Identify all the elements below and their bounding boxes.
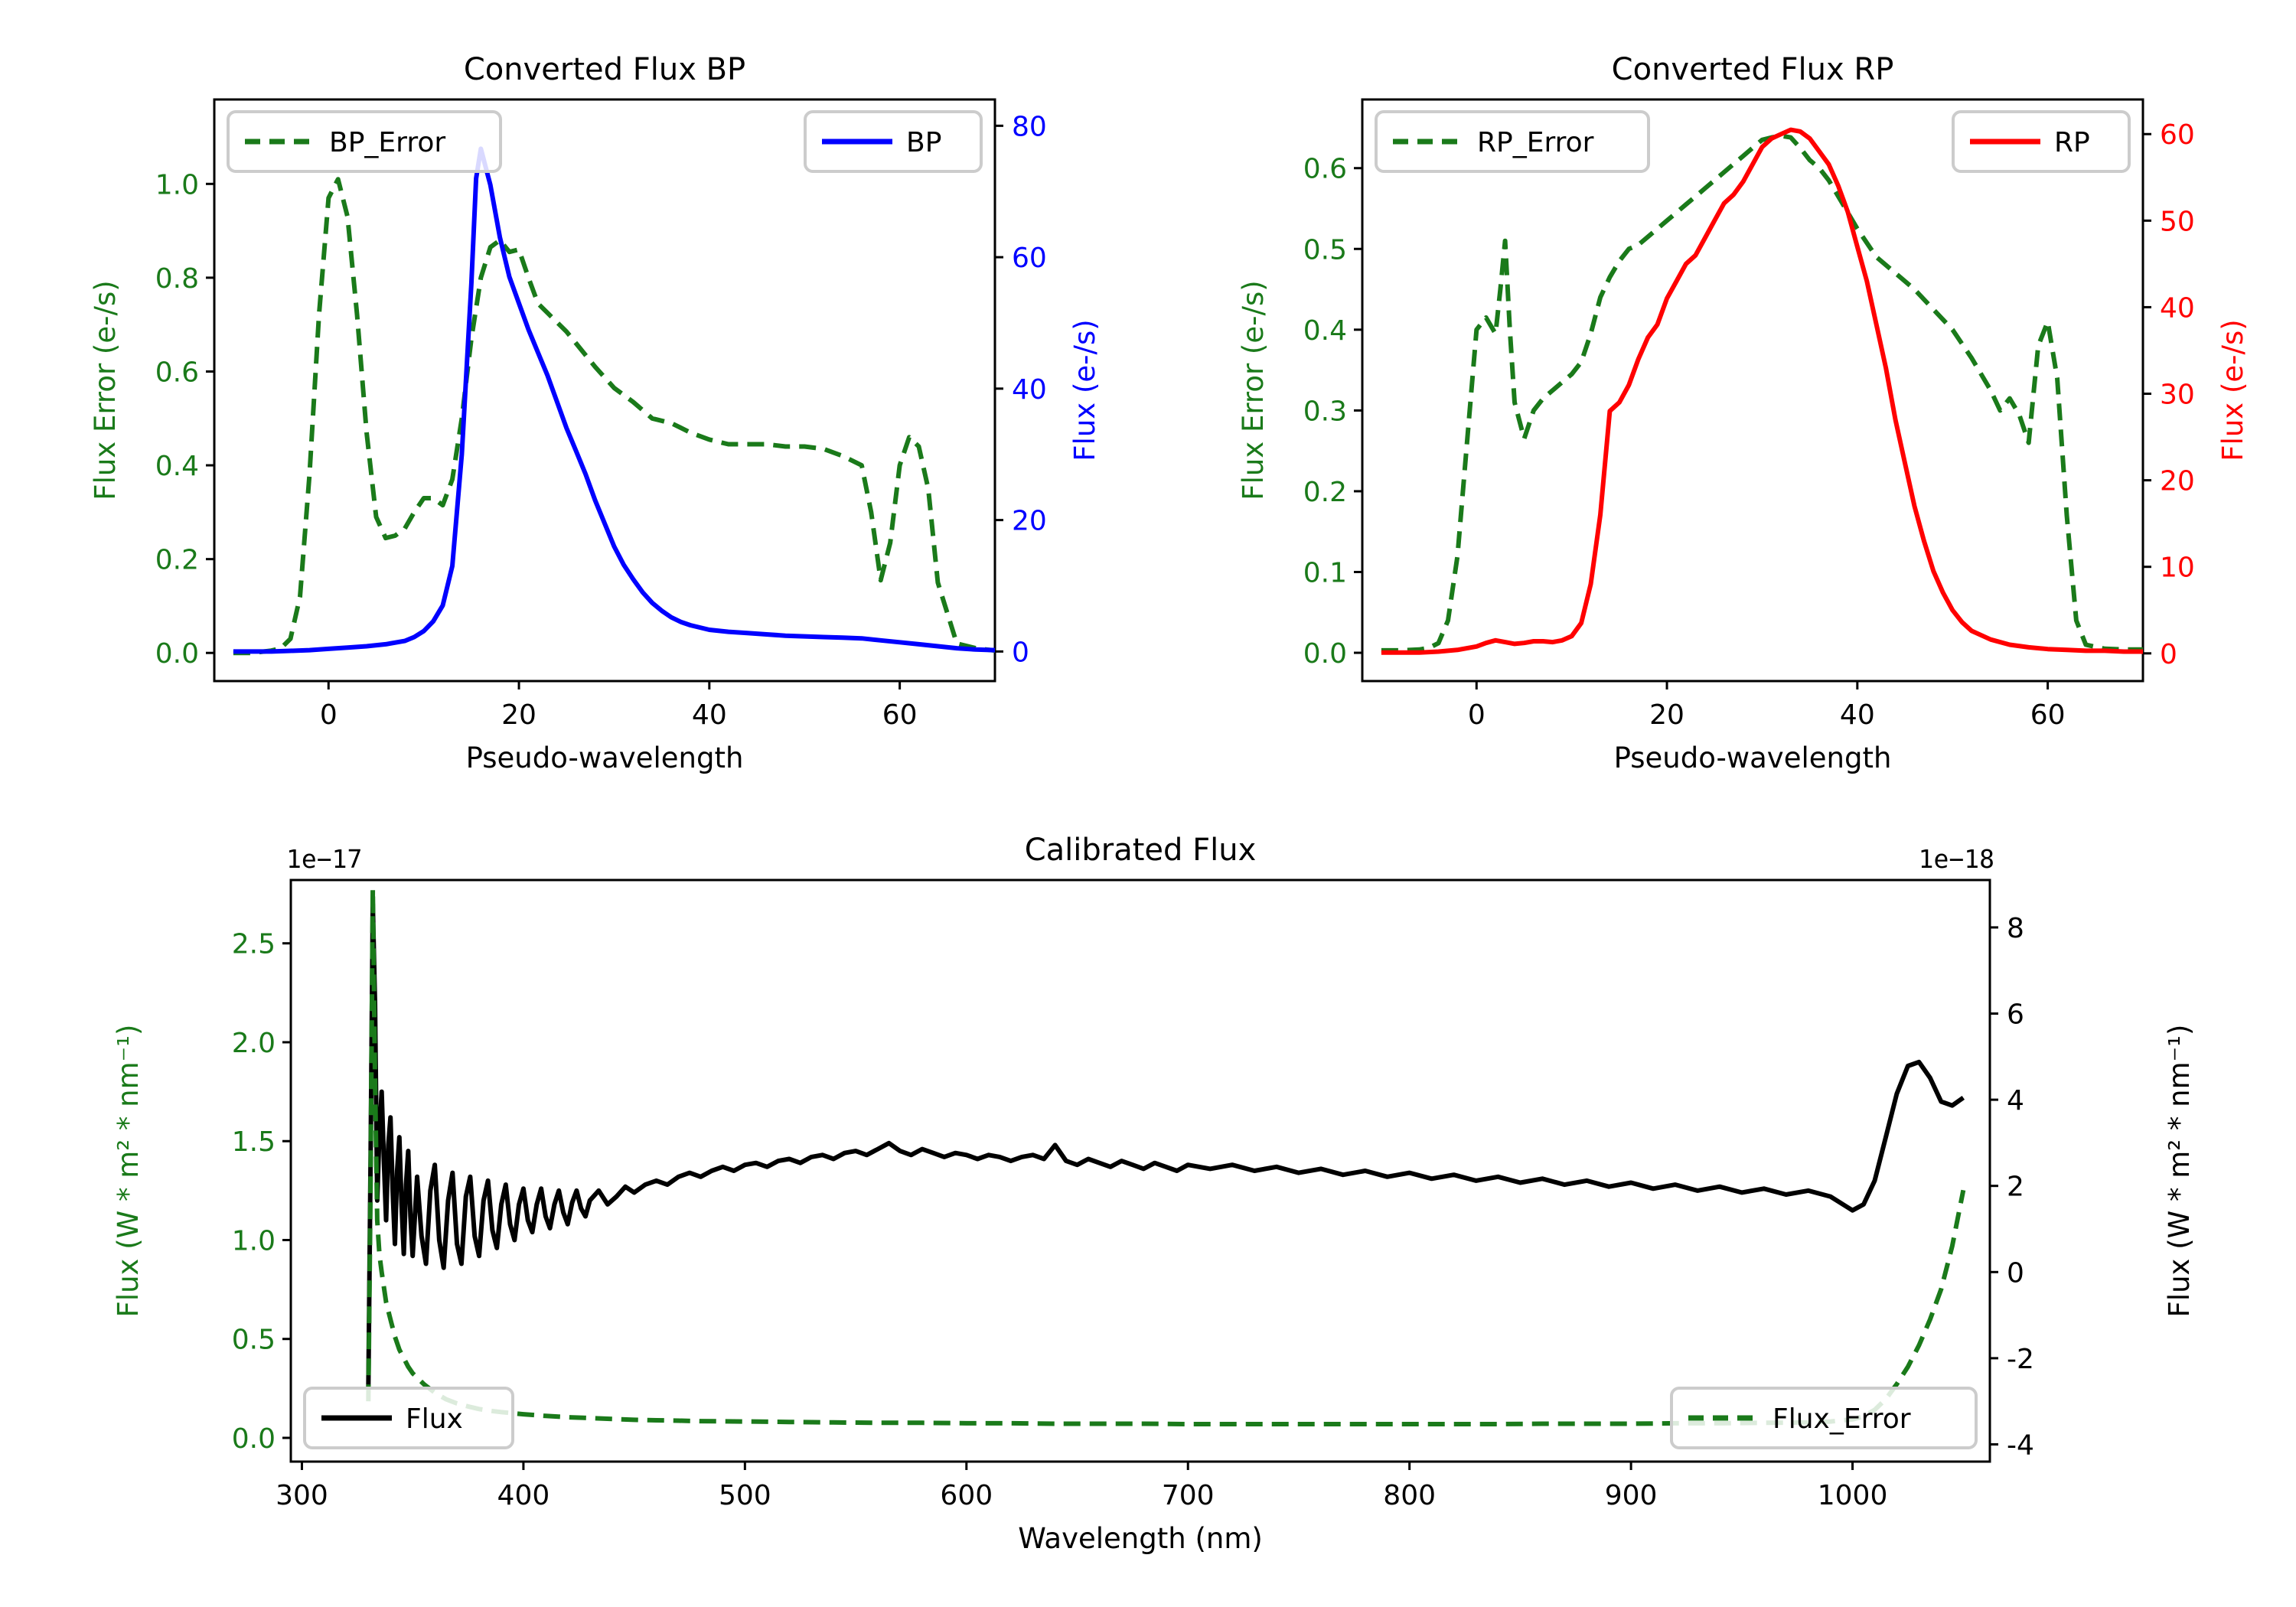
legend-label: BP_Error — [329, 127, 445, 158]
y-tick-label: 1.0 — [232, 1225, 276, 1257]
y-tick-label: 0.5 — [232, 1325, 276, 1356]
series-line-flux_error — [366, 886, 1966, 1426]
x-tick-label: 40 — [692, 699, 727, 731]
series-line-flux — [366, 901, 1965, 1389]
y2-tick-label: 60 — [1012, 243, 1047, 274]
legend-flux_error[interactable]: Flux_Error — [1670, 1387, 1978, 1449]
y2-axis-label: Flux (W * m² * nm⁻¹) — [2163, 1025, 2196, 1318]
y-tick-label: 0.8 — [155, 263, 199, 295]
y2-tick-label: 0 — [1012, 637, 1029, 668]
y-tick-label: 0.3 — [1303, 396, 1347, 427]
x-tick-label: 900 — [1605, 1480, 1658, 1511]
y-axis-label: Flux (W * m² * nm⁻¹) — [112, 1025, 145, 1318]
x-tick-label: 700 — [1162, 1480, 1215, 1511]
y2-tick-label: 2 — [2007, 1172, 2024, 1203]
x-tick-label: 300 — [276, 1480, 328, 1511]
y2-axis-offset-text: 1e−18 — [1919, 844, 1994, 874]
y2-tick-label: 20 — [2160, 466, 2195, 497]
legend-rp[interactable]: RP — [1952, 110, 2131, 173]
y-axis-label: Flux Error (e-/s) — [89, 280, 122, 500]
y2-axis-label: Flux (e-/s) — [1068, 319, 1101, 461]
legend-label: RP_Error — [1477, 127, 1594, 158]
chart-converted-flux-bp: Converted Flux BP 0 20 40 60 Pseudo-wavelengt… — [89, 52, 1101, 774]
plot-frame — [1361, 98, 2144, 683]
x-tick-label: 1000 — [1818, 1480, 1888, 1511]
y2-tick-label: -2 — [2007, 1344, 2034, 1375]
x-tick-label: 600 — [940, 1480, 993, 1511]
y2-tick-label: 40 — [2160, 292, 2195, 324]
x-tick-label: 60 — [882, 699, 918, 731]
legend-bp_error[interactable]: BP_Error — [227, 110, 502, 173]
chart-converted-flux-rp: Converted Flux RP 0 20 40 60 Pseudo-wavelengt… — [1237, 52, 2249, 774]
subplot-calibrated-flux: Calibrated Flux 1e−17 1e−18 300 400 500 600 700… — [0, 826, 2296, 1607]
x-tick-label: 400 — [497, 1480, 550, 1511]
legend-label: Flux — [406, 1403, 463, 1435]
y-tick-label: 0.6 — [1303, 154, 1347, 185]
y2-tick-label: -4 — [2007, 1429, 2034, 1461]
y2-tick-label: 80 — [1012, 111, 1047, 142]
y-tick-label: 0.2 — [155, 545, 199, 576]
y2-axis-label: Flux (e-/s) — [2216, 319, 2249, 461]
x-tick-label: 0 — [320, 699, 338, 731]
y2-tick-label: 8 — [2007, 913, 2024, 944]
x-tick-label: 20 — [1649, 699, 1684, 731]
legend-label: RP — [2054, 127, 2090, 158]
y-tick-label: 0.5 — [1303, 234, 1347, 266]
series-line-bp — [233, 146, 995, 654]
y-axis-label: Flux Error (e-/s) — [1237, 280, 1270, 500]
series-line-rp — [1381, 127, 2143, 655]
y-tick-label: 0.6 — [155, 357, 199, 388]
y-tick-label: 2.0 — [232, 1028, 276, 1059]
chart-title: Converted Flux BP — [464, 52, 745, 87]
chart-title: Calibrated Flux — [1025, 833, 1257, 868]
x-tick-label: 800 — [1383, 1480, 1436, 1511]
x-tick-label: 0 — [1468, 699, 1486, 731]
chart-title: Converted Flux RP — [1612, 52, 1894, 87]
y2-tick-label: 10 — [2160, 553, 2195, 584]
legend-label: BP — [906, 127, 941, 158]
x-tick-label: 500 — [719, 1480, 771, 1511]
y2-tick-label: 4 — [2007, 1085, 2024, 1116]
x-axis-label: Wavelength (nm) — [1018, 1522, 1263, 1555]
y-tick-label: 2.5 — [232, 929, 276, 960]
legend-label: Flux_Error — [1773, 1403, 1911, 1435]
y-tick-label: 0.1 — [1303, 558, 1347, 589]
plot-frame — [213, 98, 996, 683]
plot-frame — [289, 878, 1991, 1463]
y-tick-label: 1.5 — [232, 1126, 276, 1158]
legend-bp[interactable]: BP — [804, 110, 983, 173]
subplot-converted-flux-bp: Converted Flux BP 0 20 40 60 Pseudo-wavelengt… — [0, 46, 1148, 834]
y-tick-label: 0.2 — [1303, 477, 1347, 508]
x-axis-label: Pseudo-wavelength — [466, 742, 744, 774]
legend-flux[interactable]: Flux — [303, 1387, 514, 1449]
series-line-rp_error — [1381, 133, 2143, 653]
y-axis-offset-text: 1e−17 — [286, 844, 362, 874]
y2-tick-label: 50 — [2160, 206, 2195, 237]
chart-calibrated-flux: Calibrated Flux 1e−17 1e−18 300 400 500 600 700… — [112, 833, 2196, 1555]
x-tick-label: 20 — [501, 699, 536, 731]
y-tick-label: 0.4 — [155, 451, 199, 482]
y-tick-label: 1.0 — [155, 169, 199, 200]
x-tick-label: 60 — [2030, 699, 2066, 731]
y2-tick-label: 6 — [2007, 999, 2024, 1031]
y2-tick-label: 60 — [2160, 119, 2195, 151]
series-line-bp_error — [233, 177, 995, 656]
y-tick-label: 0.4 — [1303, 315, 1347, 347]
y-tick-label: 0.0 — [1303, 638, 1347, 670]
x-axis-label: Pseudo-wavelength — [1614, 742, 1892, 774]
y-tick-label: 0.0 — [232, 1423, 276, 1455]
x-tick-label: 40 — [1840, 699, 1875, 731]
subplot-converted-flux-rp: Converted Flux RP 0 20 40 60 Pseudo-wavelengt… — [1148, 46, 2296, 834]
y-tick-label: 0.0 — [155, 638, 199, 670]
y2-tick-label: 0 — [2007, 1257, 2024, 1289]
y2-tick-label: 0 — [2160, 639, 2177, 670]
legend-rp_error[interactable]: RP_Error — [1375, 110, 1650, 173]
y2-tick-label: 30 — [2160, 380, 2195, 411]
y2-tick-label: 40 — [1012, 374, 1047, 406]
y2-tick-label: 20 — [1012, 506, 1047, 537]
